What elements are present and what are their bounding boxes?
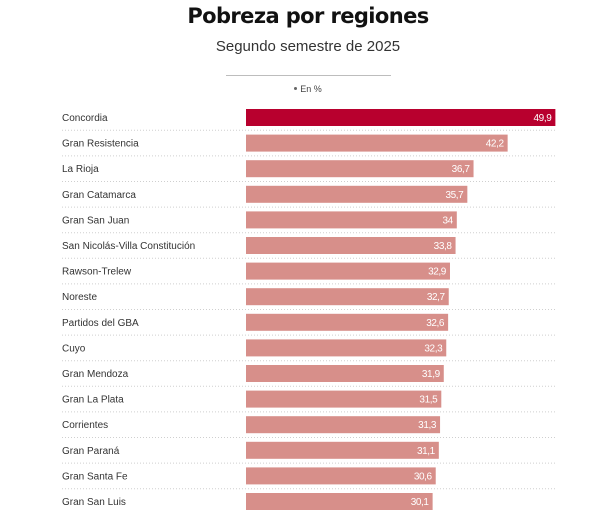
bar-row: Gran Santa Fe 30,6 (62, 467, 555, 490)
category-label: Gran San Juan (62, 215, 129, 226)
category-label: La Rioja (62, 164, 99, 175)
value-label: 33,8 (434, 241, 453, 252)
bar-row: Gran San Juan 34 (62, 211, 555, 234)
value-label: 34 (442, 215, 453, 226)
value-label: 31,9 (422, 369, 441, 380)
value-label: 42,2 (486, 139, 505, 150)
category-label: Gran Mendoza (62, 369, 129, 380)
bullet-icon (294, 87, 298, 91)
bar-row: Gran Paraná 31,1 (62, 441, 555, 464)
bar (246, 441, 439, 459)
category-label: Gran Catamarca (62, 190, 136, 201)
bar (246, 493, 433, 510)
value-label: 32,6 (426, 318, 445, 329)
category-label: Gran Paraná (62, 446, 120, 457)
unit-note: En % (0, 84, 600, 94)
bar-row: La Rioja 36,7 (62, 160, 555, 182)
bar-row: Cuyo 32,3 (62, 339, 555, 362)
value-label: 32,3 (424, 343, 443, 354)
bar (246, 288, 449, 306)
bar-row: Gran San Luis 30,1 (62, 493, 433, 510)
value-label: 30,6 (414, 471, 433, 482)
value-label: 30,1 (411, 497, 430, 508)
category-label: Partidos del GBA (62, 318, 139, 329)
category-label: Cuyo (62, 343, 86, 354)
bar (246, 390, 442, 408)
bar-row: Gran Catamarca 35,7 (62, 185, 555, 208)
category-label: Corrientes (62, 420, 108, 431)
bar (246, 339, 447, 357)
value-label: 32,9 (428, 267, 447, 278)
value-label: 31,5 (419, 395, 438, 406)
bar (246, 365, 444, 382)
value-label: 32,7 (427, 292, 446, 303)
bar (246, 237, 456, 254)
chart-title: Pobreza por regiones (187, 4, 429, 28)
value-label: 31,3 (418, 420, 437, 431)
value-label: 36,7 (452, 164, 471, 175)
bar (246, 467, 436, 485)
chart-subtitle: Segundo semestre de 2025 (215, 38, 401, 55)
header-divider (226, 75, 391, 76)
bar (246, 211, 457, 229)
category-label: Rawson-Trelew (62, 267, 132, 278)
value-label: 31,1 (417, 446, 436, 457)
bar-row: San Nicolás-Villa Constitución 33,8 (62, 237, 555, 259)
bar-row: Gran Mendoza 31,9 (62, 365, 555, 387)
category-label: Gran San Luis (62, 497, 126, 508)
value-label: 35,7 (445, 190, 464, 201)
bar (246, 109, 556, 126)
category-label: Concordia (62, 113, 108, 124)
bar (246, 160, 474, 178)
bar-row: Gran La Plata 31,5 (62, 390, 555, 413)
bar-row: Gran Resistencia 42,2 (62, 134, 555, 157)
category-label: Gran Santa Fe (62, 471, 128, 482)
bar (246, 134, 508, 152)
bar-row: Partidos del GBA 32,6 (62, 313, 555, 336)
bar (246, 313, 449, 331)
bar (246, 262, 450, 280)
category-label: Gran La Plata (62, 395, 124, 406)
bar-row: Corrientes 31,3 (62, 416, 555, 438)
bar-row: Noreste 32,7 (62, 288, 555, 310)
bar-row: Rawson-Trelew 32,9 (62, 262, 555, 285)
unit-note-text: En % (300, 84, 322, 94)
bar (246, 185, 468, 203)
category-label: Gran Resistencia (62, 139, 139, 150)
value-label: 49,9 (534, 113, 553, 124)
bar-row: Concordia 49,9 (62, 109, 556, 131)
category-label: Noreste (62, 292, 97, 303)
category-label: San Nicolás-Villa Constitución (62, 241, 195, 252)
bar (246, 416, 441, 434)
